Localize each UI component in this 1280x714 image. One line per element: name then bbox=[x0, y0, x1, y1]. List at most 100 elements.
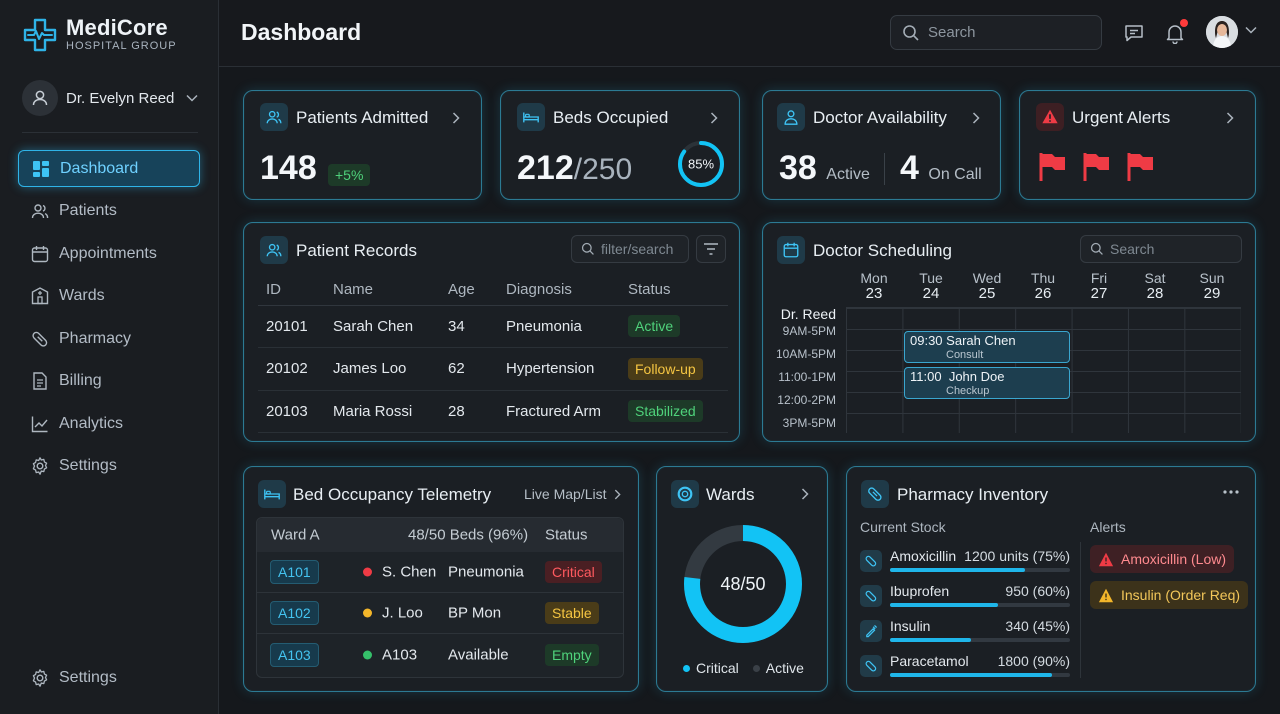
status-dot bbox=[363, 650, 372, 659]
table-row[interactable]: A101 S. Chen Pneumonia Critical bbox=[257, 552, 623, 593]
day-header[interactable]: Thu 26 bbox=[1030, 270, 1056, 302]
chevron-right-icon[interactable] bbox=[1226, 112, 1234, 124]
status-badge: Active bbox=[628, 315, 681, 338]
stock-item[interactable]: Paracetamol 1800 (90%) bbox=[860, 653, 1070, 683]
chevron-down-icon[interactable] bbox=[1245, 26, 1257, 34]
card-title: Beds Occupied bbox=[553, 108, 669, 127]
more-options-icon[interactable] bbox=[1223, 490, 1239, 494]
sidebar-item-appointments[interactable]: Appointments bbox=[18, 235, 200, 272]
appointment-block[interactable]: 09:30 Sarah Chen Consult bbox=[904, 331, 1070, 363]
table-row[interactable]: 20103 Maria Rossi 28 Fractured Arm Stabi… bbox=[258, 390, 728, 433]
bell-icon[interactable] bbox=[1164, 22, 1186, 44]
divider bbox=[1080, 542, 1081, 678]
day-header[interactable]: Mon 23 bbox=[860, 270, 888, 302]
column-header[interactable]: ID bbox=[258, 275, 325, 306]
bed-info: Pneumonia bbox=[448, 563, 524, 581]
stock-item[interactable]: Insulin 340 (45%) bbox=[860, 618, 1070, 648]
alert-label: Insulin (Order Req) bbox=[1121, 587, 1241, 603]
appointment-time: 11:00 bbox=[910, 369, 942, 384]
table-row[interactable]: 20101 Sarah Chen 34 Pneumonia Active bbox=[258, 305, 728, 348]
day-header[interactable]: Fri 27 bbox=[1090, 270, 1108, 302]
legend-label: Critical bbox=[696, 660, 739, 676]
warning-icon bbox=[1098, 588, 1114, 602]
day-header[interactable]: Sat 28 bbox=[1144, 270, 1166, 302]
day-header[interactable]: Sun 29 bbox=[1199, 270, 1225, 302]
wards-card[interactable]: Wards 48/50 Critical Active bbox=[656, 466, 828, 692]
beds-gauge-fill bbox=[678, 141, 724, 187]
brand-name: MediCore bbox=[66, 15, 168, 40]
status-badge: Stable bbox=[545, 602, 599, 624]
beds-occupied-card[interactable]: Beds Occupied 212/250 85% bbox=[500, 90, 740, 200]
doctor-availability-card[interactable]: Doctor Availability 38 Active 4 On Call bbox=[762, 90, 1001, 200]
stock-item[interactable]: Amoxicillin 1200 units (75%) bbox=[860, 548, 1070, 578]
patients-admitted-card[interactable]: Patients Admitted 148 +5% bbox=[243, 90, 482, 200]
status-badge: Empty bbox=[545, 643, 599, 666]
bed-id-badge: A103 bbox=[270, 642, 319, 667]
user-menu[interactable]: Dr. Evelyn Reed bbox=[22, 78, 202, 118]
chevron-right-icon[interactable] bbox=[801, 488, 809, 500]
doctors-oncall-label: On Call bbox=[928, 166, 982, 183]
table-row[interactable]: A103 A103 Available Empty bbox=[257, 634, 623, 675]
doctor-icon bbox=[777, 103, 805, 131]
filter-button[interactable] bbox=[696, 235, 726, 263]
sidebar-item-settings-bottom[interactable]: Settings bbox=[18, 659, 200, 696]
global-search[interactable] bbox=[890, 15, 1102, 50]
stock-quantity: 1200 units (75%) bbox=[964, 548, 1070, 564]
sidebar-item-pharmacy[interactable]: Pharmacy bbox=[18, 320, 200, 357]
alert-chip-low-stock[interactable]: Amoxicillin (Low) bbox=[1090, 545, 1235, 573]
sidebar-item-wards[interactable]: Wards bbox=[18, 278, 200, 315]
messages-icon[interactable] bbox=[1123, 22, 1145, 44]
status-badge: Critical bbox=[545, 561, 602, 583]
column-header[interactable]: Status bbox=[620, 275, 728, 306]
brand-subtitle: HOSPITAL GROUP bbox=[66, 40, 177, 52]
stock-bar-fill bbox=[890, 568, 1025, 572]
appointment-patient: John Doe bbox=[948, 369, 1005, 384]
logo[interactable]: MediCore HOSPITAL GROUP bbox=[22, 16, 177, 53]
alert-label: Amoxicillin (Low) bbox=[1121, 551, 1227, 567]
urgent-alerts-card[interactable]: Urgent Alerts bbox=[1019, 90, 1256, 200]
stock-name: Amoxicillin bbox=[890, 548, 957, 564]
sidebar-item-patients[interactable]: Patients bbox=[18, 193, 200, 230]
search-input[interactable] bbox=[928, 24, 1078, 41]
records-search[interactable] bbox=[571, 235, 689, 263]
calendar-icon bbox=[31, 245, 49, 262]
table-row[interactable]: 20102 James Loo 62 Hypertension Follow-u… bbox=[258, 347, 728, 391]
column-header[interactable]: Diagnosis bbox=[498, 275, 620, 306]
gear-icon bbox=[32, 668, 48, 687]
beds-gauge: 85% bbox=[678, 141, 724, 187]
sidebar-item-dashboard[interactable]: Dashboard bbox=[18, 150, 200, 187]
card-title: Urgent Alerts bbox=[1072, 108, 1171, 127]
beds-count: 212 bbox=[517, 149, 574, 187]
column-header[interactable]: Age bbox=[440, 275, 498, 306]
patient-age: 34 bbox=[440, 305, 498, 348]
sidebar-item-analytics[interactable]: Analytics bbox=[18, 405, 200, 442]
records-search-input[interactable] bbox=[601, 241, 683, 257]
profile-avatar[interactable] bbox=[1206, 16, 1238, 48]
schedule-search[interactable] bbox=[1080, 235, 1242, 263]
wards-ring-label: 48/50 bbox=[720, 574, 765, 594]
profile-photo-icon bbox=[1206, 16, 1238, 48]
appointment-block[interactable]: 11:00 John Doe Checkup bbox=[904, 367, 1070, 399]
column-header[interactable]: Name bbox=[325, 275, 440, 306]
sidebar-item-settings[interactable]: Settings bbox=[18, 448, 200, 485]
chevron-right-icon[interactable] bbox=[710, 112, 718, 124]
time-label: 11:00-1PM bbox=[778, 370, 836, 384]
stock-name: Ibuprofen bbox=[890, 583, 950, 599]
chevron-down-icon[interactable] bbox=[186, 94, 198, 102]
chevron-right-icon[interactable] bbox=[972, 112, 980, 124]
time-label: 10AM-5PM bbox=[775, 347, 836, 361]
stock-item[interactable]: Ibuprofen 950 (60%) bbox=[860, 583, 1070, 613]
day-header[interactable]: Tue 24 bbox=[919, 270, 943, 302]
chevron-right-icon[interactable] bbox=[452, 112, 460, 124]
alert-chip-order-required[interactable]: Insulin (Order Req) bbox=[1090, 581, 1249, 609]
bed-id-badge: A102 bbox=[270, 601, 319, 625]
sidebar-item-billing[interactable]: Billing bbox=[18, 363, 200, 400]
stock-name: Paracetamol bbox=[890, 653, 969, 669]
ward-name: Ward A bbox=[271, 526, 320, 544]
schedule-search-input[interactable] bbox=[1110, 241, 1220, 257]
live-map-link[interactable]: Live Map/List bbox=[524, 486, 622, 502]
document-icon bbox=[33, 372, 47, 390]
sidebar-item-label: Settings bbox=[59, 668, 117, 686]
table-row[interactable]: A102 J. Loo BP Mon Stable bbox=[257, 593, 623, 634]
day-header[interactable]: Wed 25 bbox=[972, 270, 1002, 302]
